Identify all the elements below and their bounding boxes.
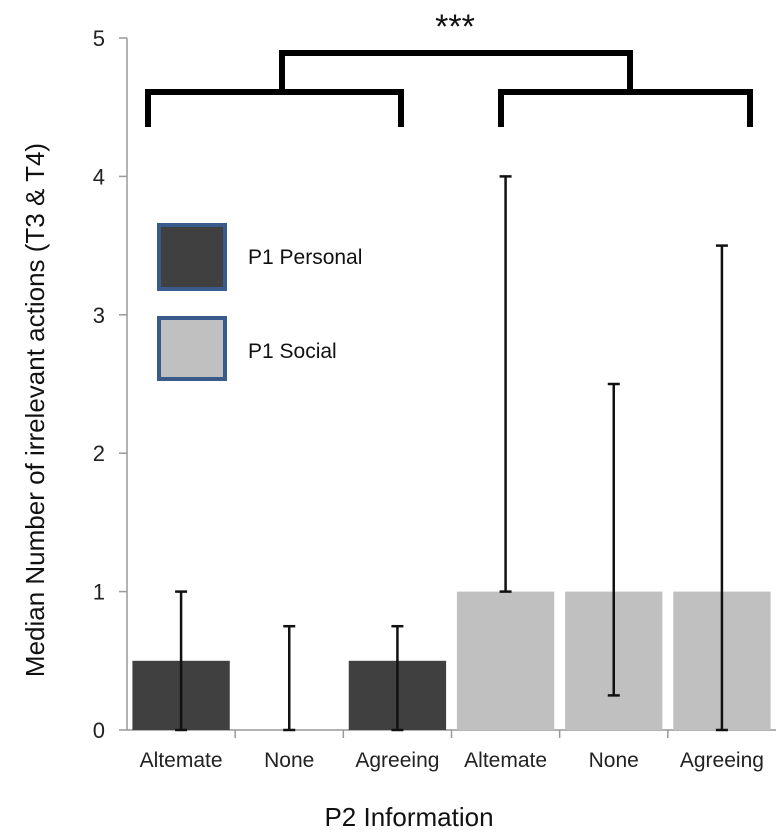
y-tick-label: 2 bbox=[93, 441, 105, 466]
significance-bracket bbox=[145, 50, 753, 127]
y-tick-label: 4 bbox=[93, 164, 105, 189]
x-tick-label: None bbox=[264, 749, 314, 772]
x-tick-group: Altemate None Agreeing Altemate None Agreeing bbox=[140, 730, 764, 772]
legend-swatch-social bbox=[157, 316, 227, 381]
legend-label-social: P1 Social bbox=[248, 340, 337, 363]
x-tick-label: Altemate bbox=[464, 749, 547, 772]
y-tick-label: 5 bbox=[93, 26, 105, 51]
bracket-left-group bbox=[145, 89, 404, 127]
x-tick-label: Agreeing bbox=[355, 749, 439, 772]
error-bars-group bbox=[175, 175, 728, 732]
bracket-connector bbox=[279, 50, 633, 92]
legend: P1 Personal P1 Social bbox=[157, 223, 362, 381]
y-axis: 0 1 2 3 4 5 bbox=[93, 26, 128, 743]
x-axis: Altemate None Agreeing Altemate None Agreeing bbox=[127, 729, 776, 772]
x-tick-label: None bbox=[589, 749, 639, 772]
y-tick-label: 3 bbox=[93, 303, 105, 328]
y-tick-label: 1 bbox=[93, 580, 105, 605]
bars-group bbox=[132, 591, 771, 730]
y-tick-label: 0 bbox=[93, 718, 105, 743]
legend-swatch-personal bbox=[157, 223, 227, 291]
bar bbox=[456, 591, 555, 730]
x-tick-label: Agreeing bbox=[680, 749, 764, 772]
legend-label-personal: P1 Personal bbox=[248, 246, 362, 269]
x-axis-title: P2 Information bbox=[324, 802, 493, 832]
significance-label: *** bbox=[435, 8, 475, 46]
y-tick-group: 0 1 2 3 4 5 bbox=[93, 26, 127, 743]
y-axis-title: Median Number of irrelevant actions (T3 … bbox=[20, 143, 50, 677]
bracket-right-group bbox=[498, 89, 753, 127]
x-tick-label: Altemate bbox=[140, 749, 223, 772]
